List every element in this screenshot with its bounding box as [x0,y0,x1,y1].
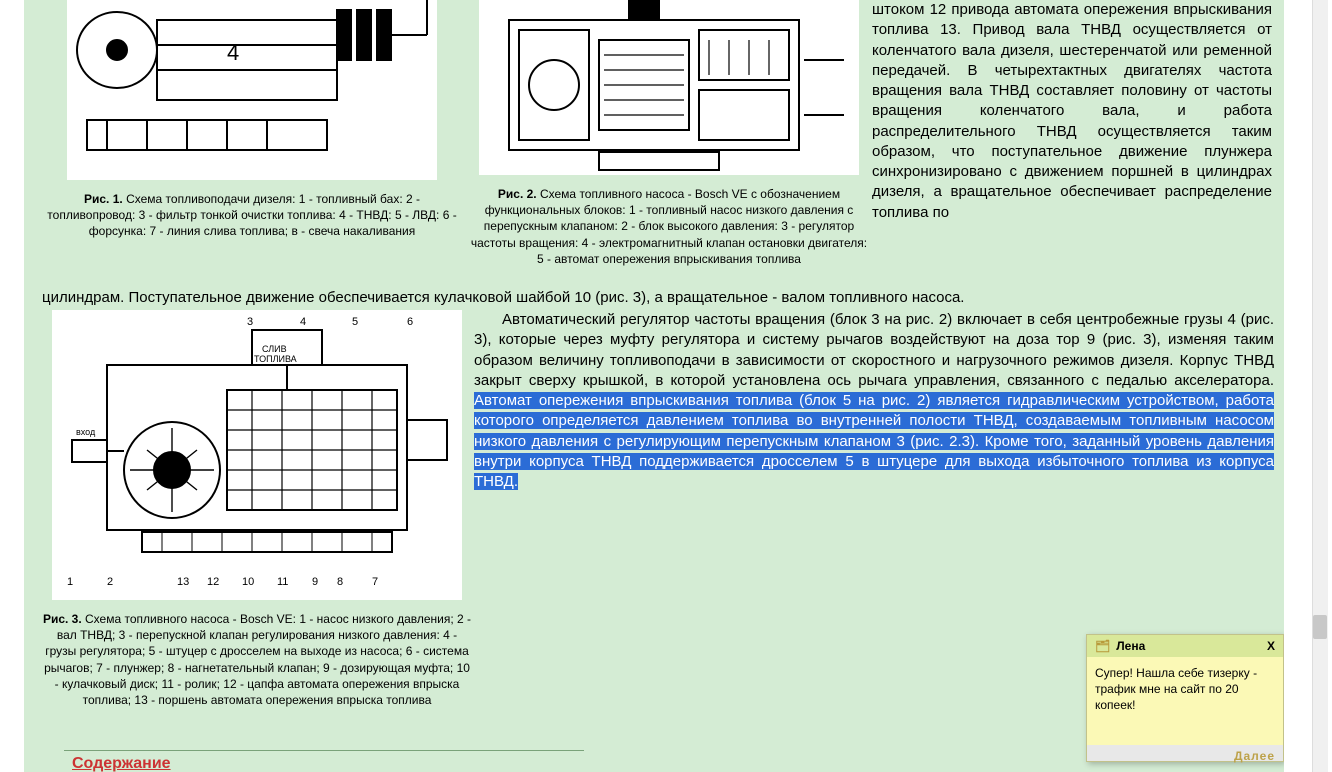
notification-popup: 🗂 Лена X Супер! Нашла себе тизерку - тра… [1086,634,1284,762]
notification-footer[interactable]: Далее [1087,745,1283,761]
svg-text:1: 1 [67,576,73,588]
footer-rule-left [64,750,584,751]
figure-2-caption: Рис. 2. Схема топливного насоса - Bosch … [469,186,869,267]
figure-3-image: 1 2 13 12 10 11 9 8 7 3 4 5 6 [52,310,462,600]
figure-2: Рис. 2. Схема топливного насоса - Bosch … [469,0,869,267]
svg-text:10: 10 [242,576,254,588]
paragraph-top-right: штоком 12 привода автомата опережения вп… [872,0,1272,223]
figure-3-label: Рис. 3. [43,612,82,626]
figure-1-caption: Рис. 1. Схема топливоподачи дизеля: 1 - … [42,191,462,240]
paragraph-regulator: Автоматический регулятор частоты вращени… [474,310,1274,492]
scrollbar-thumb[interactable] [1313,615,1327,639]
figure-3: 1 2 13 12 10 11 9 8 7 3 4 5 6 [42,310,472,708]
svg-text:11: 11 [277,576,288,588]
svg-text:12: 12 [207,576,219,588]
svg-text:8: 8 [337,576,343,588]
svg-text:ТОПЛИВА: ТОПЛИВА [254,354,297,364]
svg-text:6: 6 [407,316,413,328]
paragraph-regulator-pre: Автоматический регулятор частоты вращени… [474,311,1274,389]
figure-3-caption-text: Схема топливного насоса - Bosch VE: 1 - … [44,612,471,707]
figure-3-caption: Рис. 3. Схема топливного насоса - Bosch … [42,611,472,708]
notification-body[interactable]: Супер! Нашла себе тизерку - трафик мне н… [1087,657,1283,745]
close-icon[interactable]: X [1267,639,1275,653]
figure-1-label: Рис. 1. [84,192,123,206]
notification-name: Лена [1116,639,1145,653]
footer-contents-link[interactable]: Содержание [72,755,171,772]
svg-text:7: 7 [372,576,378,588]
svg-text:СЛИВ: СЛИВ [262,344,287,354]
svg-text:5: 5 [352,316,358,328]
svg-text:3: 3 [247,316,253,328]
paragraph-continuation: цилиндрам. Поступательное движение обесп… [42,288,1272,308]
scrollbar-track[interactable] [1312,0,1328,772]
notification-popup-header: 🗂 Лена X [1087,635,1283,657]
svg-text:9: 9 [312,576,318,588]
folder-icon: 🗂 [1095,639,1110,653]
svg-text:2: 2 [107,576,113,588]
figure-2-image [479,0,859,175]
paragraph-regulator-highlight: Автомат опережения впрыскивания топлива … [474,392,1274,490]
figure-2-label: Рис. 2. [498,187,537,201]
svg-text:4: 4 [227,40,239,65]
figure-1: 4 Рис. 1. Схема [42,0,462,240]
paragraph-top-right-text: штоком 12 привода автомата опережения вп… [872,1,1272,221]
page-frame: 4 Рис. 1. Схема [0,0,1332,772]
content-area: 4 Рис. 1. Схема [24,0,1284,772]
paragraph-continuation-text: цилиндрам. Поступательное движение обесп… [42,289,964,306]
svg-text:13: 13 [177,576,189,588]
svg-text:вход: вход [76,427,96,437]
svg-text:4: 4 [300,316,306,328]
figure-1-image: 4 [67,0,437,180]
